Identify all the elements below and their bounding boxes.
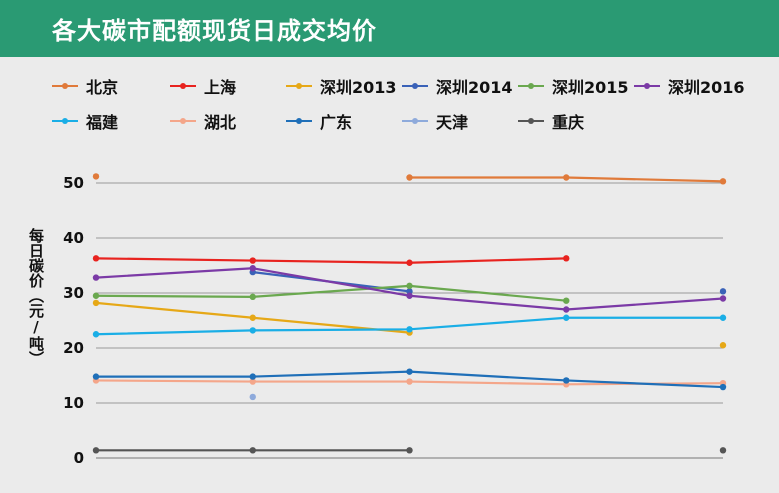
y-tick-label: 50 — [63, 174, 84, 192]
data-point — [563, 314, 570, 321]
data-point — [249, 327, 256, 334]
data-point — [406, 292, 413, 299]
data-point — [92, 299, 100, 307]
data-point — [406, 447, 413, 454]
data-point — [92, 292, 100, 299]
legend-swatch — [286, 80, 312, 92]
legend-swatch — [170, 80, 196, 92]
y-tick-label: 10 — [63, 394, 84, 412]
series-line — [94, 284, 568, 302]
y-tick-label: 20 — [63, 339, 84, 357]
data-point — [563, 255, 570, 262]
data-point — [719, 447, 727, 454]
page-title: 各大碳市配额现货日成交均价 — [52, 17, 377, 45]
legend-item: 湖北 — [170, 111, 237, 132]
data-point — [719, 383, 727, 391]
legend-item: 深圳2016 — [634, 76, 745, 97]
data-point — [249, 257, 256, 264]
data-point — [406, 378, 413, 385]
legend-label: 深圳2014 — [436, 78, 513, 97]
legend-item: 福建 — [52, 111, 119, 132]
y-tick-label: 30 — [63, 284, 84, 302]
chart-legend: 北京 上海 深圳2013 深圳2014 深圳2015 深圳2016 福建 湖北 广东 天津 重庆 — [0, 0, 779, 140]
legend-swatch — [286, 115, 312, 127]
data-point — [249, 293, 256, 301]
legend-label: 深圳2013 — [320, 78, 397, 97]
legend-item: 天津 — [402, 111, 469, 132]
legend-swatch — [402, 115, 428, 127]
data-point — [92, 373, 100, 380]
legend-label: 深圳2016 — [668, 78, 745, 97]
data-point — [719, 342, 727, 349]
y-tick-label: 40 — [63, 229, 84, 247]
legend-swatch — [518, 115, 544, 127]
data-point — [719, 295, 727, 302]
y-tick-label: 0 — [74, 449, 84, 467]
legend-label: 上海 — [204, 78, 237, 97]
data-point — [92, 331, 100, 338]
data-point — [249, 373, 256, 380]
legend-label: 北京 — [86, 78, 119, 97]
data-point — [406, 282, 413, 290]
legend-item: 北京 — [52, 76, 119, 97]
legend-label: 福建 — [86, 113, 119, 132]
legend-item: 深圳2013 — [286, 76, 397, 97]
data-point — [249, 314, 256, 321]
data-point — [249, 265, 256, 272]
data-point — [249, 447, 256, 454]
data-point — [406, 259, 413, 266]
data-point — [249, 378, 256, 385]
data-point — [92, 255, 100, 262]
data-point — [719, 178, 727, 185]
legend-label: 湖北 — [204, 113, 237, 132]
data-point — [406, 288, 413, 295]
data-point — [406, 174, 413, 181]
legend-label: 天津 — [436, 113, 469, 132]
legend-label: 重庆 — [552, 113, 585, 132]
data-point — [563, 306, 570, 313]
legend-item: 上海 — [170, 76, 237, 97]
series-line — [94, 257, 568, 264]
legend-swatch — [52, 80, 78, 92]
data-point — [249, 393, 256, 401]
legend-label: 深圳2015 — [552, 78, 629, 97]
data-point — [719, 314, 727, 321]
data-point — [563, 174, 570, 181]
legend-item: 广东 — [286, 111, 353, 132]
legend-item: 重庆 — [518, 111, 585, 132]
legend-swatch — [402, 80, 428, 92]
data-point — [563, 377, 570, 384]
legend-swatch — [170, 115, 196, 127]
data-point — [92, 274, 100, 281]
data-point — [92, 173, 100, 180]
legend-swatch — [634, 80, 660, 92]
data-point — [406, 326, 413, 333]
data-point — [92, 447, 100, 454]
legend-item: 深圳2014 — [402, 76, 513, 97]
title-bar: 各大碳市配额现货日成交均价 — [0, 0, 779, 57]
data-point — [563, 297, 570, 304]
legend-label: 广东 — [320, 113, 353, 132]
data-point — [719, 288, 727, 295]
legend-swatch — [52, 115, 78, 127]
legend-item: 深圳2015 — [518, 76, 629, 97]
legend-swatch — [518, 80, 544, 92]
data-point — [406, 368, 413, 375]
y-axis-label: 每日碳价（元/吨） — [27, 228, 45, 366]
